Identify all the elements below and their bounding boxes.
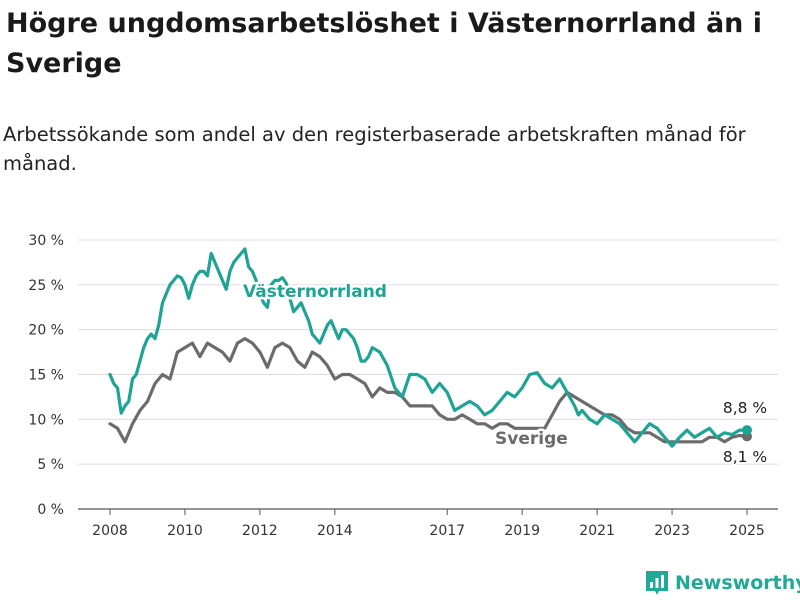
y-tick-label: 25 % (28, 278, 64, 294)
x-tick-label: 2021 (579, 523, 615, 539)
y-tick-label: 15 % (28, 368, 64, 384)
x-tick-label: 2017 (429, 523, 465, 539)
y-tick-label: 30 % (28, 233, 64, 249)
x-axis: 2008 2010 2012 2014 2017 2019 2021 2023 2025 (92, 509, 765, 539)
y-tick-label: 5 % (37, 457, 64, 473)
x-tick-label: 2012 (242, 523, 278, 539)
chart-subtitle: Arbetssökande som andel av den registerb… (3, 123, 746, 175)
x-tick-label: 2008 (92, 523, 128, 539)
y-tick-label: 10 % (28, 412, 64, 428)
x-tick-label: 2010 (167, 523, 203, 539)
y-tick-label: 20 % (28, 323, 64, 339)
brand-name: Newsworthy (675, 572, 800, 594)
brand[interactable]: Newsworthy (645, 568, 800, 598)
series-line-vasternorrland (108, 247, 749, 448)
chart-title: Högre ungdomsarbetslöshet i Västernorrla… (6, 8, 763, 79)
newsworthy-logo-icon (646, 571, 668, 595)
series-labels: Västernorrland Sverige 8,8 % 8,1 % (241, 280, 770, 469)
x-tick-label: 2025 (729, 523, 765, 539)
x-tick-label: 2019 (504, 523, 540, 539)
series-label-sverige: Sverige (495, 429, 568, 449)
x-tick-label: 2023 (654, 523, 690, 539)
x-tick-label: 2014 (317, 523, 353, 539)
end-label-vasternorrland: 8,8 % (723, 399, 767, 417)
y-axis-ticks: 0 % 5 % 10 % 15 % 20 % 25 % 30 % (28, 233, 64, 518)
series-lines (108, 247, 752, 448)
series-label-vasternorrland: Västernorrland (243, 282, 387, 302)
y-tick-label: 0 % (37, 502, 64, 518)
line-chart: 0 %5 %10 %15 %20 %25 %30 % 2008 2010 2012 2… (28, 233, 778, 539)
end-point-vasternorrland (742, 425, 752, 436)
end-label-sverige: 8,1 % (723, 448, 767, 466)
gridlines (78, 239, 778, 510)
